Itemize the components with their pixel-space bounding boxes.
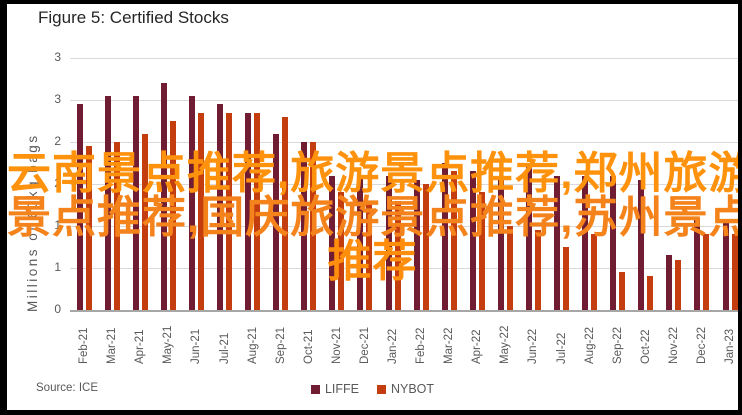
y-tick-label: 3 bbox=[54, 92, 61, 106]
bar-nybot-aug-21 bbox=[254, 113, 260, 310]
bar-nybot-jul-21 bbox=[226, 113, 232, 310]
bar-liffe-may-22 bbox=[497, 176, 504, 310]
bar-nybot-nov-21 bbox=[338, 192, 345, 310]
x-tick-label: Dec-22 bbox=[695, 326, 708, 364]
legend-item-nybot: NYBOT bbox=[376, 382, 435, 396]
bar-nybot-mar-22 bbox=[450, 171, 457, 310]
bar-nybot-feb-22 bbox=[422, 184, 429, 310]
source-note: Source: ICE bbox=[36, 382, 98, 394]
bar-nybot-aug-22 bbox=[591, 234, 597, 310]
bar-liffe-jan-22 bbox=[385, 176, 392, 310]
x-tick-label: May-21 bbox=[162, 325, 175, 364]
bar-nybot-dec-22 bbox=[703, 234, 710, 310]
bar-nybot-nov-22 bbox=[675, 260, 682, 310]
bar-nybot-oct-22 bbox=[647, 276, 654, 310]
x-tick-label: Jul-21 bbox=[218, 332, 231, 364]
bar-liffe-may-21 bbox=[160, 83, 167, 310]
gridline bbox=[70, 58, 738, 59]
bar-nybot-apr-22 bbox=[478, 192, 485, 310]
x-tick-label: Oct-22 bbox=[639, 329, 652, 364]
legend-swatch-liffe-icon bbox=[310, 384, 320, 394]
bar-nybot-may-22 bbox=[506, 226, 513, 310]
bar-nybot-oct-21 bbox=[310, 142, 317, 310]
x-axis-line bbox=[70, 310, 738, 312]
bar-liffe-feb-22 bbox=[413, 180, 420, 310]
bar-liffe-sep-21 bbox=[273, 134, 280, 310]
bar-liffe-dec-22 bbox=[694, 218, 701, 310]
x-tick-label: Jun-22 bbox=[527, 328, 540, 364]
legend-label: LIFFE bbox=[324, 382, 359, 396]
x-tick-label: Dec-21 bbox=[358, 326, 371, 364]
x-tick-label: Sep-22 bbox=[611, 326, 624, 364]
y-tick-label: 0 bbox=[54, 302, 61, 316]
bar-liffe-jun-22 bbox=[525, 163, 532, 310]
y-tick-label: 2 bbox=[54, 134, 61, 148]
bar-liffe-jun-21 bbox=[188, 96, 195, 310]
bar-nybot-dec-21 bbox=[366, 201, 373, 310]
bar-liffe-nov-22 bbox=[666, 255, 673, 310]
bar-liffe-apr-22 bbox=[469, 171, 476, 310]
legend-swatch-nybot-icon bbox=[376, 384, 386, 394]
bar-liffe-apr-21 bbox=[132, 96, 139, 310]
bar-liffe-jan-23 bbox=[722, 222, 729, 310]
watermark-text-line: 云南景点推荐,旅游景点推荐,郑州旅游 bbox=[7, 149, 742, 198]
legend-item-liffe: LIFFE bbox=[310, 382, 359, 396]
bar-liffe-feb-21 bbox=[76, 104, 83, 310]
bar-nybot-sep-21 bbox=[282, 117, 289, 310]
bar-liffe-oct-21 bbox=[301, 142, 308, 310]
x-tick-label: Mar-21 bbox=[106, 327, 119, 364]
x-tick-label: Sep-21 bbox=[274, 326, 287, 364]
bar-liffe-oct-22 bbox=[638, 180, 645, 310]
x-tick-label: Feb-22 bbox=[415, 327, 427, 364]
x-tick-label: Nov-21 bbox=[330, 326, 343, 364]
bar-nybot-may-21 bbox=[169, 121, 176, 310]
bar-liffe-jul-21 bbox=[217, 104, 223, 310]
bar-nybot-jul-22 bbox=[563, 247, 569, 310]
legend: LIFFE NYBOT bbox=[7, 382, 738, 396]
x-tick-label: Nov-22 bbox=[667, 326, 680, 364]
legend-label: NYBOT bbox=[390, 382, 435, 396]
bar-nybot-jan-23 bbox=[731, 234, 738, 310]
y-tick-label: 1 bbox=[54, 260, 61, 274]
bar-liffe-mar-22 bbox=[441, 163, 448, 310]
x-tick-label: Jul-22 bbox=[555, 332, 568, 364]
bar-liffe-aug-22 bbox=[582, 176, 588, 310]
gridline bbox=[70, 142, 738, 143]
x-tick-label: Aug-22 bbox=[583, 326, 596, 364]
bar-liffe-dec-21 bbox=[357, 176, 364, 310]
bar-nybot-jun-22 bbox=[534, 230, 541, 310]
bar-liffe-jul-22 bbox=[554, 176, 560, 310]
y-tick-label: 1 bbox=[54, 218, 61, 232]
watermark-text-line: 推荐 bbox=[327, 237, 418, 286]
gridline bbox=[70, 100, 738, 101]
watermark-text-line: 景点推荐,国庆旅游景点推荐,苏州景点 bbox=[7, 193, 742, 242]
bar-nybot-feb-21 bbox=[85, 146, 92, 310]
x-tick-label: Mar-22 bbox=[443, 327, 456, 364]
bar-nybot-sep-22 bbox=[619, 272, 626, 310]
x-tick-label: Jun-21 bbox=[190, 328, 203, 364]
gridline bbox=[70, 226, 738, 227]
x-tick-label: Apr-22 bbox=[471, 329, 484, 364]
bar-liffe-mar-21 bbox=[104, 96, 111, 310]
x-tick-label: Oct-21 bbox=[302, 329, 315, 364]
bar-liffe-nov-21 bbox=[329, 176, 336, 310]
x-tick-label: Jan-22 bbox=[387, 328, 399, 364]
bar-liffe-sep-22 bbox=[610, 176, 617, 310]
figure-title: Figure 5: Certified Stocks bbox=[38, 8, 229, 27]
y-tick-label: 2 bbox=[54, 176, 61, 190]
x-tick-label: May-22 bbox=[499, 325, 512, 364]
bar-liffe-aug-21 bbox=[245, 113, 251, 310]
bar-nybot-apr-21 bbox=[141, 134, 148, 310]
gridline bbox=[70, 184, 738, 185]
bar-nybot-jan-22 bbox=[394, 201, 401, 310]
bar-nybot-jun-21 bbox=[197, 113, 204, 310]
y-tick-label: 3 bbox=[54, 50, 61, 64]
gridline bbox=[70, 268, 738, 269]
bar-nybot-mar-21 bbox=[113, 142, 120, 310]
x-tick-label: Feb-21 bbox=[78, 327, 90, 364]
x-tick-label: Apr-21 bbox=[134, 329, 147, 364]
x-tick-label: Jan-23 bbox=[724, 328, 736, 364]
x-tick-label: Aug-21 bbox=[246, 326, 259, 364]
